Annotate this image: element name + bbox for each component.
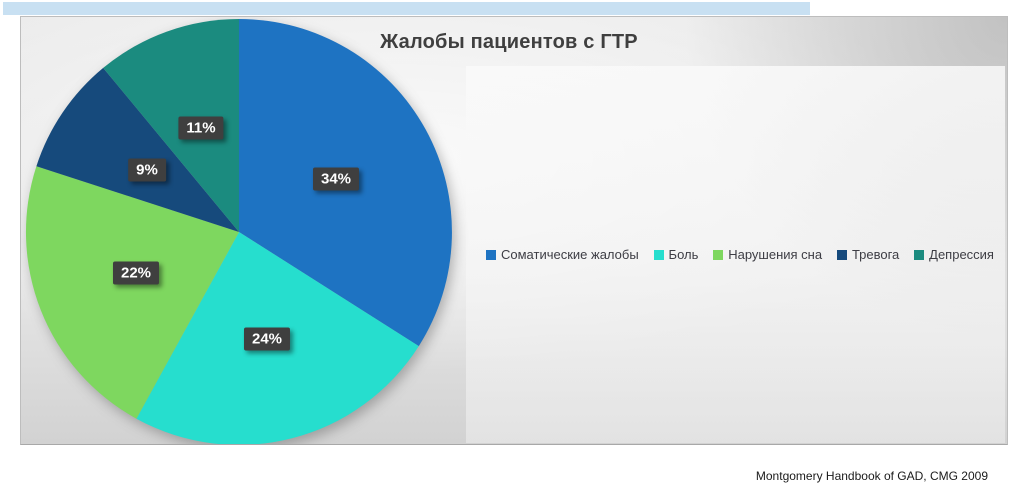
legend-swatch-icon <box>713 249 724 260</box>
legend-swatch-icon <box>653 249 664 260</box>
legend-swatch-icon <box>836 249 847 260</box>
legend-item: Нарушения сна <box>713 247 822 262</box>
legend-item: Соматические жалобы <box>486 247 639 262</box>
source-citation: Montgomery Handbook of GAD, CMG 2009 <box>755 469 988 483</box>
legend-label: Соматические жалобы <box>501 247 639 262</box>
legend-item: Тревога <box>836 247 900 262</box>
pie-slice-4 <box>36 67 240 233</box>
pie-data-label: 24% <box>243 327 291 351</box>
legend-label: Тревога <box>851 247 900 262</box>
pie-chart-area: 34% 24% 22% 9% 11% <box>21 17 461 444</box>
legend-label: Депрессия <box>929 247 994 262</box>
pie-data-label: 11% <box>178 116 224 140</box>
top-accent-bar <box>3 2 810 15</box>
pie-data-label: 9% <box>128 158 166 182</box>
slide-canvas: Жалобы пациентов с ГТР 34% 24% 22% 9% 11% Со… <box>20 16 1008 445</box>
legend-swatch-icon <box>486 249 496 260</box>
pie-slice-3 <box>25 166 239 419</box>
legend-swatch-icon <box>914 249 925 260</box>
pie-data-label: 22% <box>112 261 160 285</box>
legend-label: Боль <box>668 247 699 262</box>
legend-item: Депрессия <box>914 247 994 262</box>
legend-item: Боль <box>653 247 699 262</box>
chart-legend: Соматические жалобы Боль Нарушения сна Трев… <box>486 247 994 262</box>
legend-label: Нарушения сна <box>728 247 823 262</box>
chart-title: Жалобы пациентов с ГТР <box>380 31 638 53</box>
pie-chart <box>25 19 452 444</box>
pie-slice-5 <box>103 19 239 232</box>
pie-data-label: 34% <box>312 167 360 191</box>
